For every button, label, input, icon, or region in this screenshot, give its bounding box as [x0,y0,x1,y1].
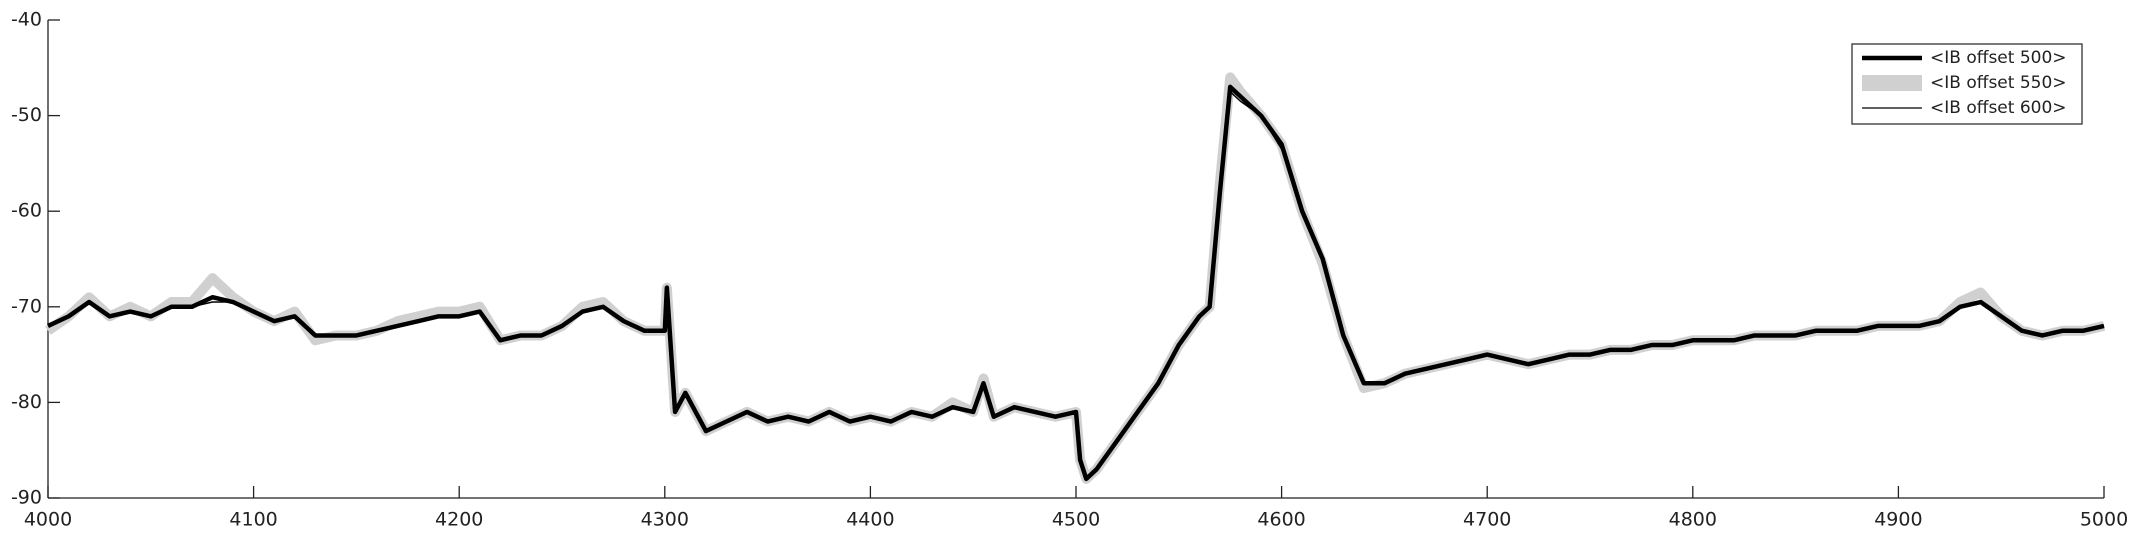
x-tick-label: 4500 [1052,509,1100,531]
x-tick-label: 4000 [24,509,72,531]
y-tick-label: -90 [11,487,42,509]
y-tick-label: -70 [11,295,42,317]
y-tick-label: -50 [11,104,42,126]
legend-swatch [1862,75,1922,91]
x-tick-label: 4400 [846,509,894,531]
x-tick-label: 4700 [1463,509,1511,531]
legend-label: <IB offset 550> [1930,73,2067,93]
y-tick-label: -80 [11,391,42,413]
x-tick-label: 4800 [1669,509,1717,531]
x-tick-label: 4100 [229,509,277,531]
series-line [47,84,2105,482]
legend-label: <IB offset 500> [1930,48,2067,68]
legend-label: <IB offset 600> [1930,98,2067,118]
x-tick-label: 4600 [1257,509,1305,531]
legend: <IB offset 500> <IB offset 550> <IB offset… [1851,43,2083,125]
x-tick-label: 4300 [641,509,689,531]
y-tick-label: -40 [11,9,42,31]
x-tick-label: 4900 [1874,509,1922,531]
x-tick-label: 5000 [2080,509,2128,531]
y-tick-label: -60 [11,200,42,222]
x-tick-label: 4200 [435,509,483,531]
